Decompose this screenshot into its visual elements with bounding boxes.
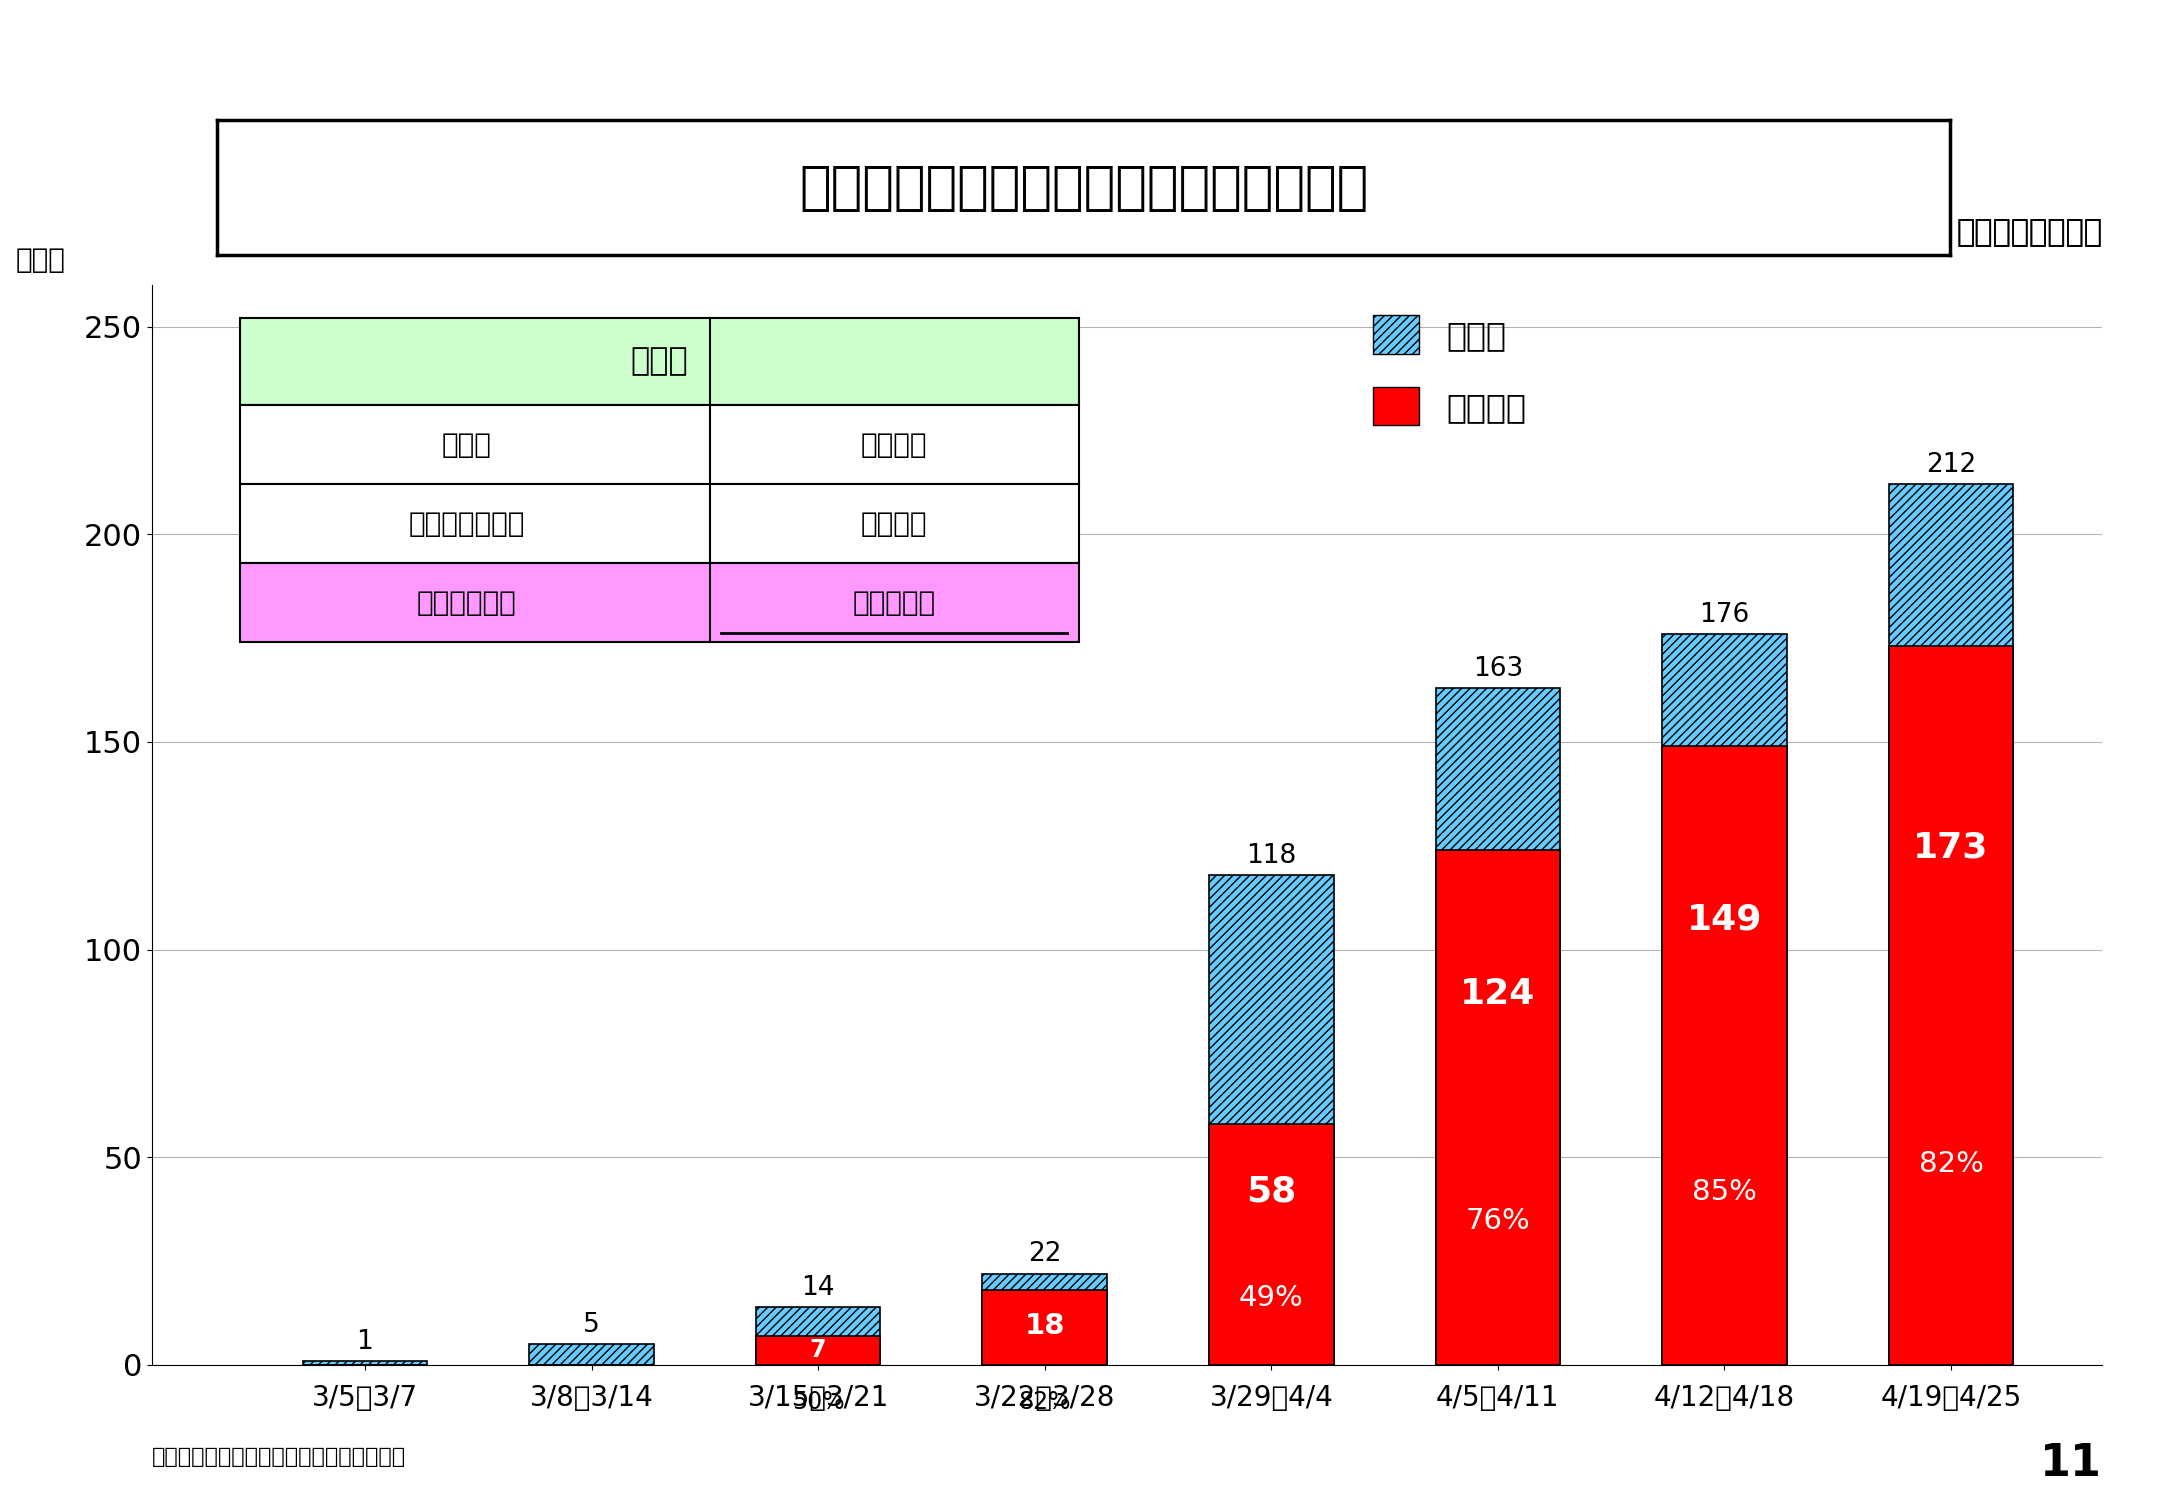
Text: 1: 1 [358,1329,373,1354]
Bar [756,1306,880,1365]
Bar [1209,1124,1333,1365]
Text: ５２９人: ５２９人 [860,510,927,538]
Text: 7: 7 [810,1338,826,1362]
Text: 124: 124 [1461,976,1536,1011]
Text: 118: 118 [1246,843,1296,868]
Bar [1435,688,1560,1365]
Bar [1890,484,2013,1365]
Bar [1662,746,1788,1365]
Text: 49%: 49% [1240,1284,1305,1311]
Bar [1662,634,1788,1365]
Text: 82%: 82% [1018,1390,1070,1414]
Text: 149: 149 [1686,903,1762,936]
Legend: 検査数, 陽性者数: 検査数, 陽性者数 [1359,302,1539,438]
Bar [1435,850,1560,1365]
Text: ７１１人: ７１１人 [860,430,927,459]
Text: 5: 5 [583,1312,600,1338]
Text: （県発表の集計）: （県発表の集計） [1957,219,2102,248]
Bar [241,564,1079,642]
Text: 変異株の割合: 変異株の割合 [416,590,516,616]
Text: 18: 18 [1025,1312,1064,1340]
Text: ７４．４％: ７４．４％ [852,590,936,616]
Bar [756,1336,880,1365]
Bar [1890,646,2013,1365]
Bar [529,1344,654,1365]
Text: 58: 58 [1246,1174,1296,1209]
Text: 50%: 50% [791,1390,845,1414]
Text: （人）: （人） [15,246,65,274]
Text: 76%: 76% [1465,1208,1530,1234]
Text: 173: 173 [1913,831,1989,864]
Text: 82%: 82% [1918,1150,1983,1178]
Text: 検査数: 検査数 [442,430,492,459]
Bar [982,1274,1107,1365]
Text: 変異株陽性者数: 変異株陽性者数 [410,510,524,538]
Text: 奈良県内における変異株陽性者数の推移: 奈良県内における変異株陽性者数の推移 [800,162,1367,213]
Text: 85%: 85% [1692,1178,1757,1206]
Text: 累　計: 累 計 [631,346,689,378]
Bar [303,1360,427,1365]
Bar [241,484,1079,564]
Text: 212: 212 [1926,452,1976,478]
Text: 163: 163 [1474,656,1523,681]
Text: 奈良県感染症情報センターの週報から引用: 奈良県感染症情報センターの週報から引用 [152,1448,405,1467]
Text: 22: 22 [1027,1242,1062,1268]
Bar [241,405,1079,484]
Bar [1209,874,1333,1365]
Text: 11: 11 [2039,1442,2102,1485]
Bar [982,1290,1107,1365]
Text: 14: 14 [802,1275,834,1300]
Bar [241,318,1079,405]
Text: 176: 176 [1699,602,1749,627]
Text: （県発表の集計）: （県発表の集計） [1957,219,2102,248]
